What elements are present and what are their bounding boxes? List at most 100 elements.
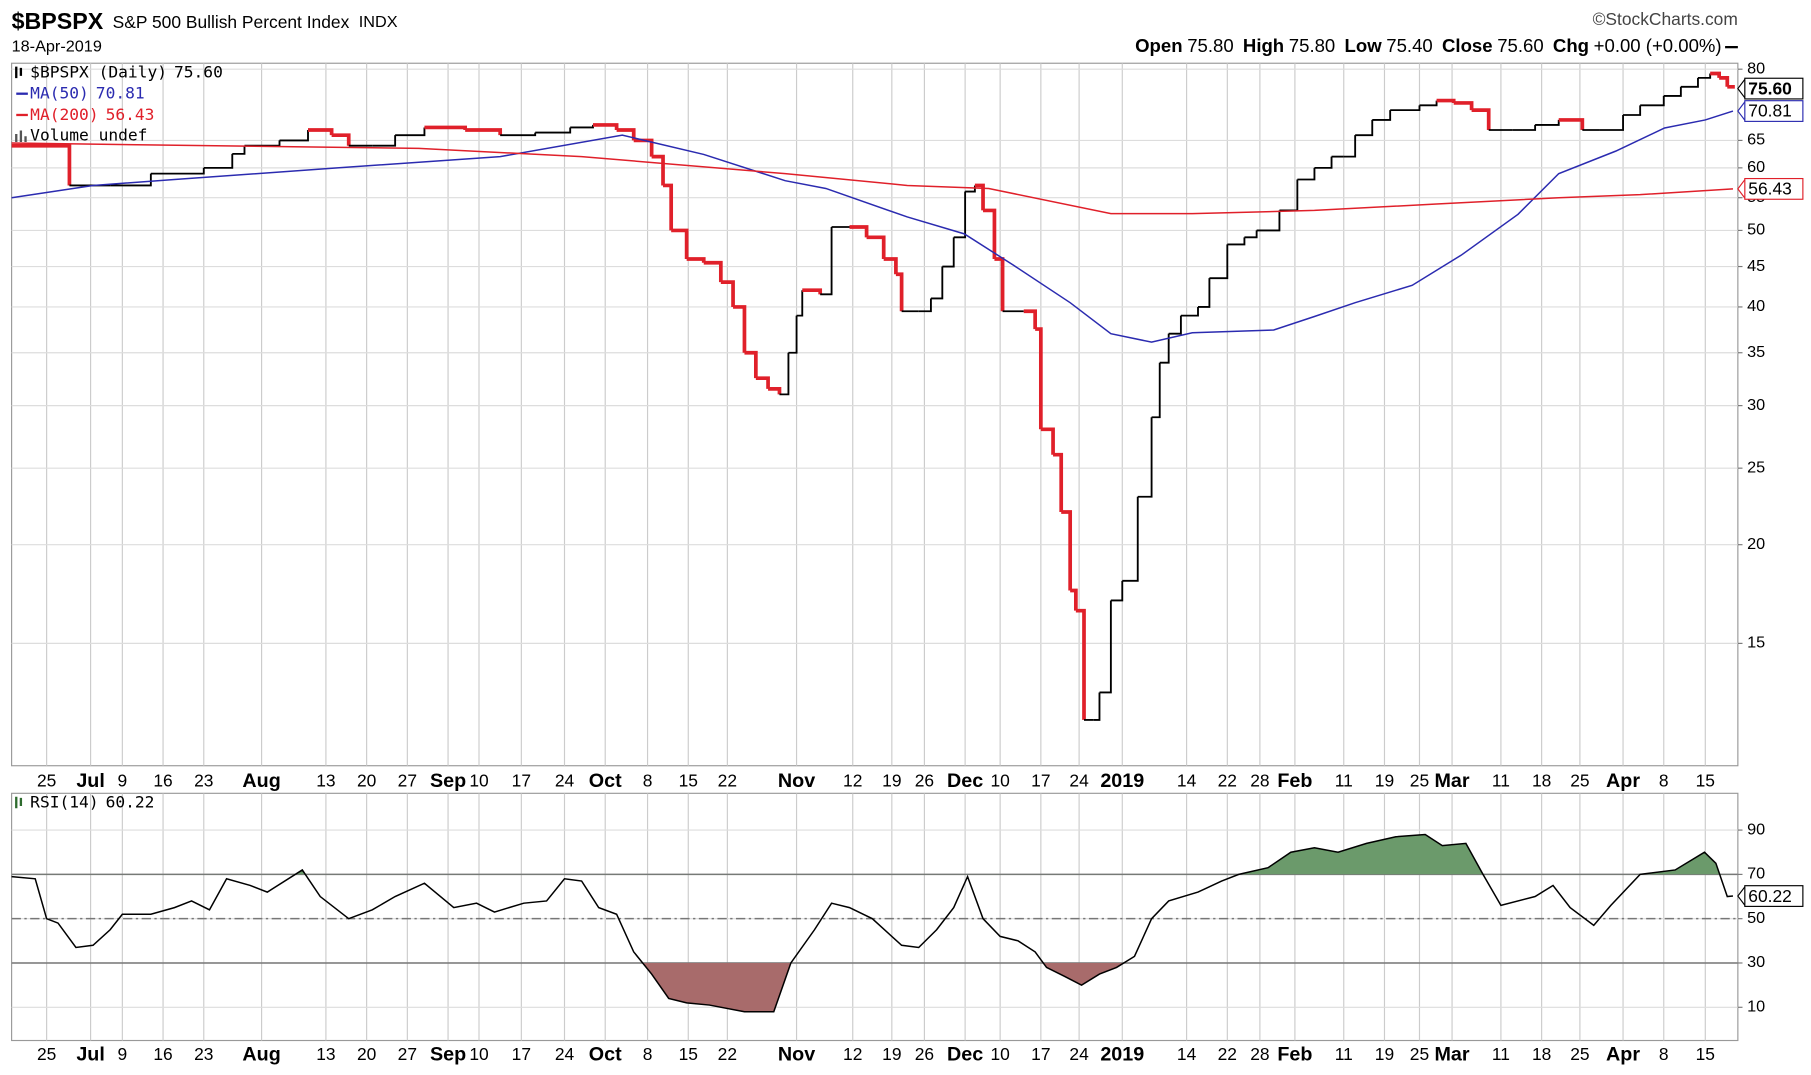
legend-entry: MA(50) 70.81 [30, 83, 144, 102]
price-step [1075, 608, 1086, 720]
legend-entry: $BPSPX (Daily) 75.60 [30, 62, 223, 81]
price-step [1197, 278, 1211, 308]
x-tick-label: Dec [947, 1044, 983, 1066]
price-step [1314, 156, 1333, 169]
x-tick-label: 9 [118, 1044, 128, 1064]
x-tick-label: Apr [1606, 770, 1640, 792]
x-tick-label: 24 [555, 1044, 575, 1064]
x-tick-label: 20 [357, 770, 376, 790]
price-step [802, 288, 823, 295]
x-tick-label: 9 [118, 770, 128, 790]
quote: Open 75.80 High 75.80 Low 75.40 Close 75.60 Chg +… [1135, 35, 1721, 56]
tag-pointer [1737, 101, 1746, 121]
x-tick-label: Nov [778, 1044, 815, 1066]
price-step [651, 154, 665, 186]
price-step [974, 183, 985, 211]
x-tick-label: 17 [512, 770, 531, 790]
x-tick-label: 12 [843, 1044, 862, 1064]
x-tick-label: Apr [1606, 1044, 1640, 1066]
x-tick-label: Sep [430, 1044, 466, 1066]
x-tick-label: 17 [1031, 770, 1050, 790]
price-step [983, 208, 997, 260]
price-step [1180, 306, 1199, 317]
x-tick-label: 27 [398, 1044, 417, 1064]
x-tick-label: 26 [915, 1044, 934, 1064]
price-step [930, 266, 944, 300]
x-tick-label: 15 [679, 1044, 698, 1064]
x-tick-label: 14 [1177, 1044, 1197, 1064]
price-step [1110, 580, 1124, 602]
x-tick-label: 18 [1532, 770, 1551, 790]
price-step [1053, 452, 1064, 513]
x-tick-label: 22 [1218, 1044, 1237, 1064]
legend-name: MA(200) [30, 105, 98, 124]
price-step [796, 290, 804, 317]
series-line [11, 833, 1734, 1013]
x-tick-label: 19 [882, 770, 901, 790]
price-step [1209, 244, 1229, 280]
legend-icon [15, 66, 23, 79]
x-tick-label: Aug [242, 770, 280, 792]
price-step [720, 280, 735, 307]
y-tick-label: 50 [1747, 909, 1765, 927]
x-tick-label: 25 [1570, 770, 1589, 790]
price-step [11, 143, 72, 186]
price-step [592, 123, 619, 131]
tag-pointer [1737, 79, 1746, 99]
y-tick-label: 20 [1747, 535, 1765, 553]
y-tick-label: 45 [1747, 257, 1765, 275]
x-tick-label: 22 [718, 1044, 737, 1064]
y-tick-label: 80 [1747, 59, 1765, 77]
price-step [744, 350, 758, 379]
price-step [616, 128, 636, 141]
x-tick-label: 20 [357, 1044, 376, 1064]
legend-entry: Volume undef [30, 126, 147, 145]
price-panel [11, 62, 1739, 767]
price-step [535, 127, 572, 134]
quote-label: Chg [1553, 35, 1589, 56]
legend-value: 75.60 [174, 62, 223, 81]
legend-entry: RSI(14) 60.22 [30, 792, 154, 811]
x-tick-label: 23 [194, 770, 213, 790]
rsi-panel [11, 792, 1739, 1042]
legend-name: $BPSPX (Daily) [30, 62, 167, 81]
price-step [1719, 76, 1730, 87]
price-step [633, 138, 654, 157]
x-tick-label: 18 [1532, 1044, 1551, 1064]
y-tick-label: 10 [1747, 998, 1765, 1016]
x-tick-label: 14 [1177, 770, 1197, 790]
price-step [110, 173, 152, 187]
x-tick-label: Mar [1435, 1044, 1470, 1066]
y-tick-label: 70 [1747, 865, 1765, 883]
price-step [1099, 600, 1112, 694]
price-step [1558, 118, 1585, 131]
x-tick-label: 25 [37, 770, 56, 790]
price-step [953, 191, 967, 239]
price-step [1122, 496, 1139, 582]
x-tick-label: 2019 [1100, 1044, 1144, 1066]
price-step [671, 228, 689, 260]
price-step [1070, 588, 1078, 611]
price-step [755, 376, 770, 389]
price-step [1244, 230, 1258, 239]
price-step [733, 305, 747, 353]
price-step [372, 135, 397, 147]
x-tick-label: Oct [589, 770, 622, 792]
tag-label: 75.60 [1748, 78, 1792, 98]
price-step [788, 315, 798, 354]
x-tick-label: 24 [1069, 1044, 1089, 1064]
x-tick-label: 22 [718, 770, 737, 790]
price-step [1093, 692, 1101, 721]
price-step [1372, 110, 1392, 121]
y-tick-label: 40 [1747, 297, 1765, 315]
price-step [1137, 417, 1153, 498]
source: ©StockCharts.com [1593, 9, 1738, 29]
x-tick-label: 2019 [1100, 770, 1144, 792]
tag-pointer [1737, 886, 1746, 906]
price-step [1023, 309, 1038, 330]
price-step [1640, 95, 1665, 107]
legend-value: 60.22 [106, 792, 155, 811]
price-step [1453, 101, 1474, 111]
